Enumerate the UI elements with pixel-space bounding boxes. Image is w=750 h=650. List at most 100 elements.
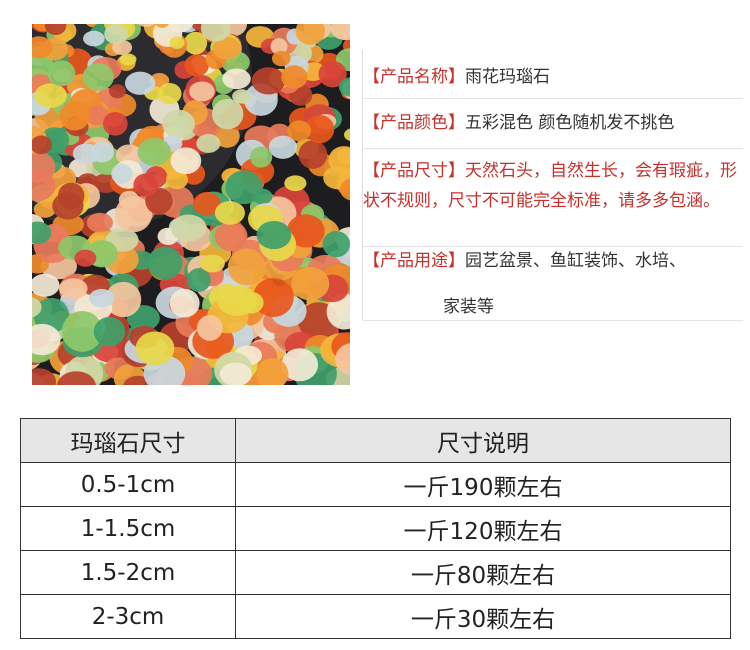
stone [189,81,215,102]
info-row: 【产品尺寸】天然石头，自然生长，会有瑕疵，形状不规则，尺寸不可能完全标准，请多多… [363,156,743,247]
stone [343,128,350,141]
stone [34,83,68,108]
stone [170,214,207,242]
stones [32,24,350,385]
info-label: 【产品用途】 [363,251,465,271]
cell: 一斤80颗左右 [235,550,731,595]
stone [183,31,208,55]
stone [135,331,175,366]
stone [200,24,231,42]
stone [32,323,61,356]
stone [85,105,109,126]
stone [305,114,335,144]
stone [193,192,221,216]
stone [214,221,248,252]
stone [249,146,273,168]
stone [74,249,97,267]
header-cell: 玛瑙石尺寸 [20,418,236,463]
stone [186,268,211,292]
stone [32,297,42,318]
stone [90,141,114,163]
stone [268,135,298,159]
stone [256,220,292,250]
info-value: 园艺盆景、鱼缸装饰、水培、 [465,251,686,271]
table-row: 2-3cm 一斤30颗左右 [20,594,731,639]
table-row: 0.5-1cm 一斤190颗左右 [20,462,731,507]
header-cell: 尺寸说明 [235,418,731,463]
stone [137,24,155,27]
stone [86,212,114,233]
size-table: 玛瑙石尺寸 尺寸说明 0.5-1cm 一斤190颗左右 1-1.5cm 一斤120颗左… [20,418,731,639]
stone [59,101,90,131]
cell: 一斤30颗左右 [235,594,731,639]
stone [157,82,182,105]
info-value-continued: 家装等 [443,297,494,317]
info-label: 【产品颜色】 [363,113,465,133]
stone [252,277,294,317]
stone [32,36,53,59]
stone [137,138,171,166]
stone [58,278,88,299]
table-header: 玛瑙石尺寸 尺寸说明 [20,418,731,463]
stone [270,38,288,55]
stone [318,60,347,88]
stone [222,68,251,90]
stone [286,214,325,248]
info-value: 雨花玛瑙石 [465,67,550,87]
info-value: 天然石头，自然生长，会有瑕疵，形状不规则，尺寸不可能完全标准，请多多包涵。 [363,161,737,211]
stone [162,109,195,139]
cell: 1.5-2cm [20,550,236,595]
stone [32,221,52,244]
stone [124,71,156,95]
product-photo [32,24,350,385]
stone [291,267,330,301]
stone [47,60,76,87]
cell: 2-3cm [20,594,236,639]
stone [225,170,263,205]
stone [281,348,319,382]
stone [115,144,143,166]
stone [93,316,126,347]
stone [169,36,185,49]
stone [102,111,128,136]
stone [184,54,209,77]
stone [335,343,350,376]
stone [271,50,291,67]
stone [211,98,244,130]
info-label: 【产品尺寸】 [363,161,465,181]
stone [337,148,350,165]
stone [118,190,140,210]
stone [32,368,57,385]
stone [295,24,325,45]
stone [227,248,266,286]
cell: 0.5-1cm [20,462,236,507]
stone [284,175,307,192]
info-row: 【产品名称】雨花玛瑙石 [363,62,743,99]
info-row: 【产品颜色】五彩混色 颜色随机发不挑色 [363,108,743,149]
stone [119,53,137,66]
stone [170,147,202,175]
stone [32,135,52,155]
stone [256,358,289,385]
info-row: 【产品用途】园艺盆景、鱼缸装饰、水培、家装等 [363,246,743,321]
stone [147,246,183,280]
stone [32,273,60,297]
info-label: 【产品名称】 [363,67,465,87]
stone [212,36,242,60]
stone [338,77,350,97]
stone [83,30,105,47]
stone [214,201,245,225]
stone [196,315,223,341]
info-value: 五彩混色 颜色随机发不挑色 [465,113,675,133]
stone [109,84,126,99]
stone [82,63,114,91]
stone [196,133,221,153]
cell: 1-1.5cm [20,506,236,551]
stone [330,24,350,41]
stone [251,67,286,95]
stone [88,289,115,308]
stone [169,288,200,318]
stone [105,281,142,318]
cell: 一斤190颗左右 [235,462,731,507]
stone [133,173,158,197]
